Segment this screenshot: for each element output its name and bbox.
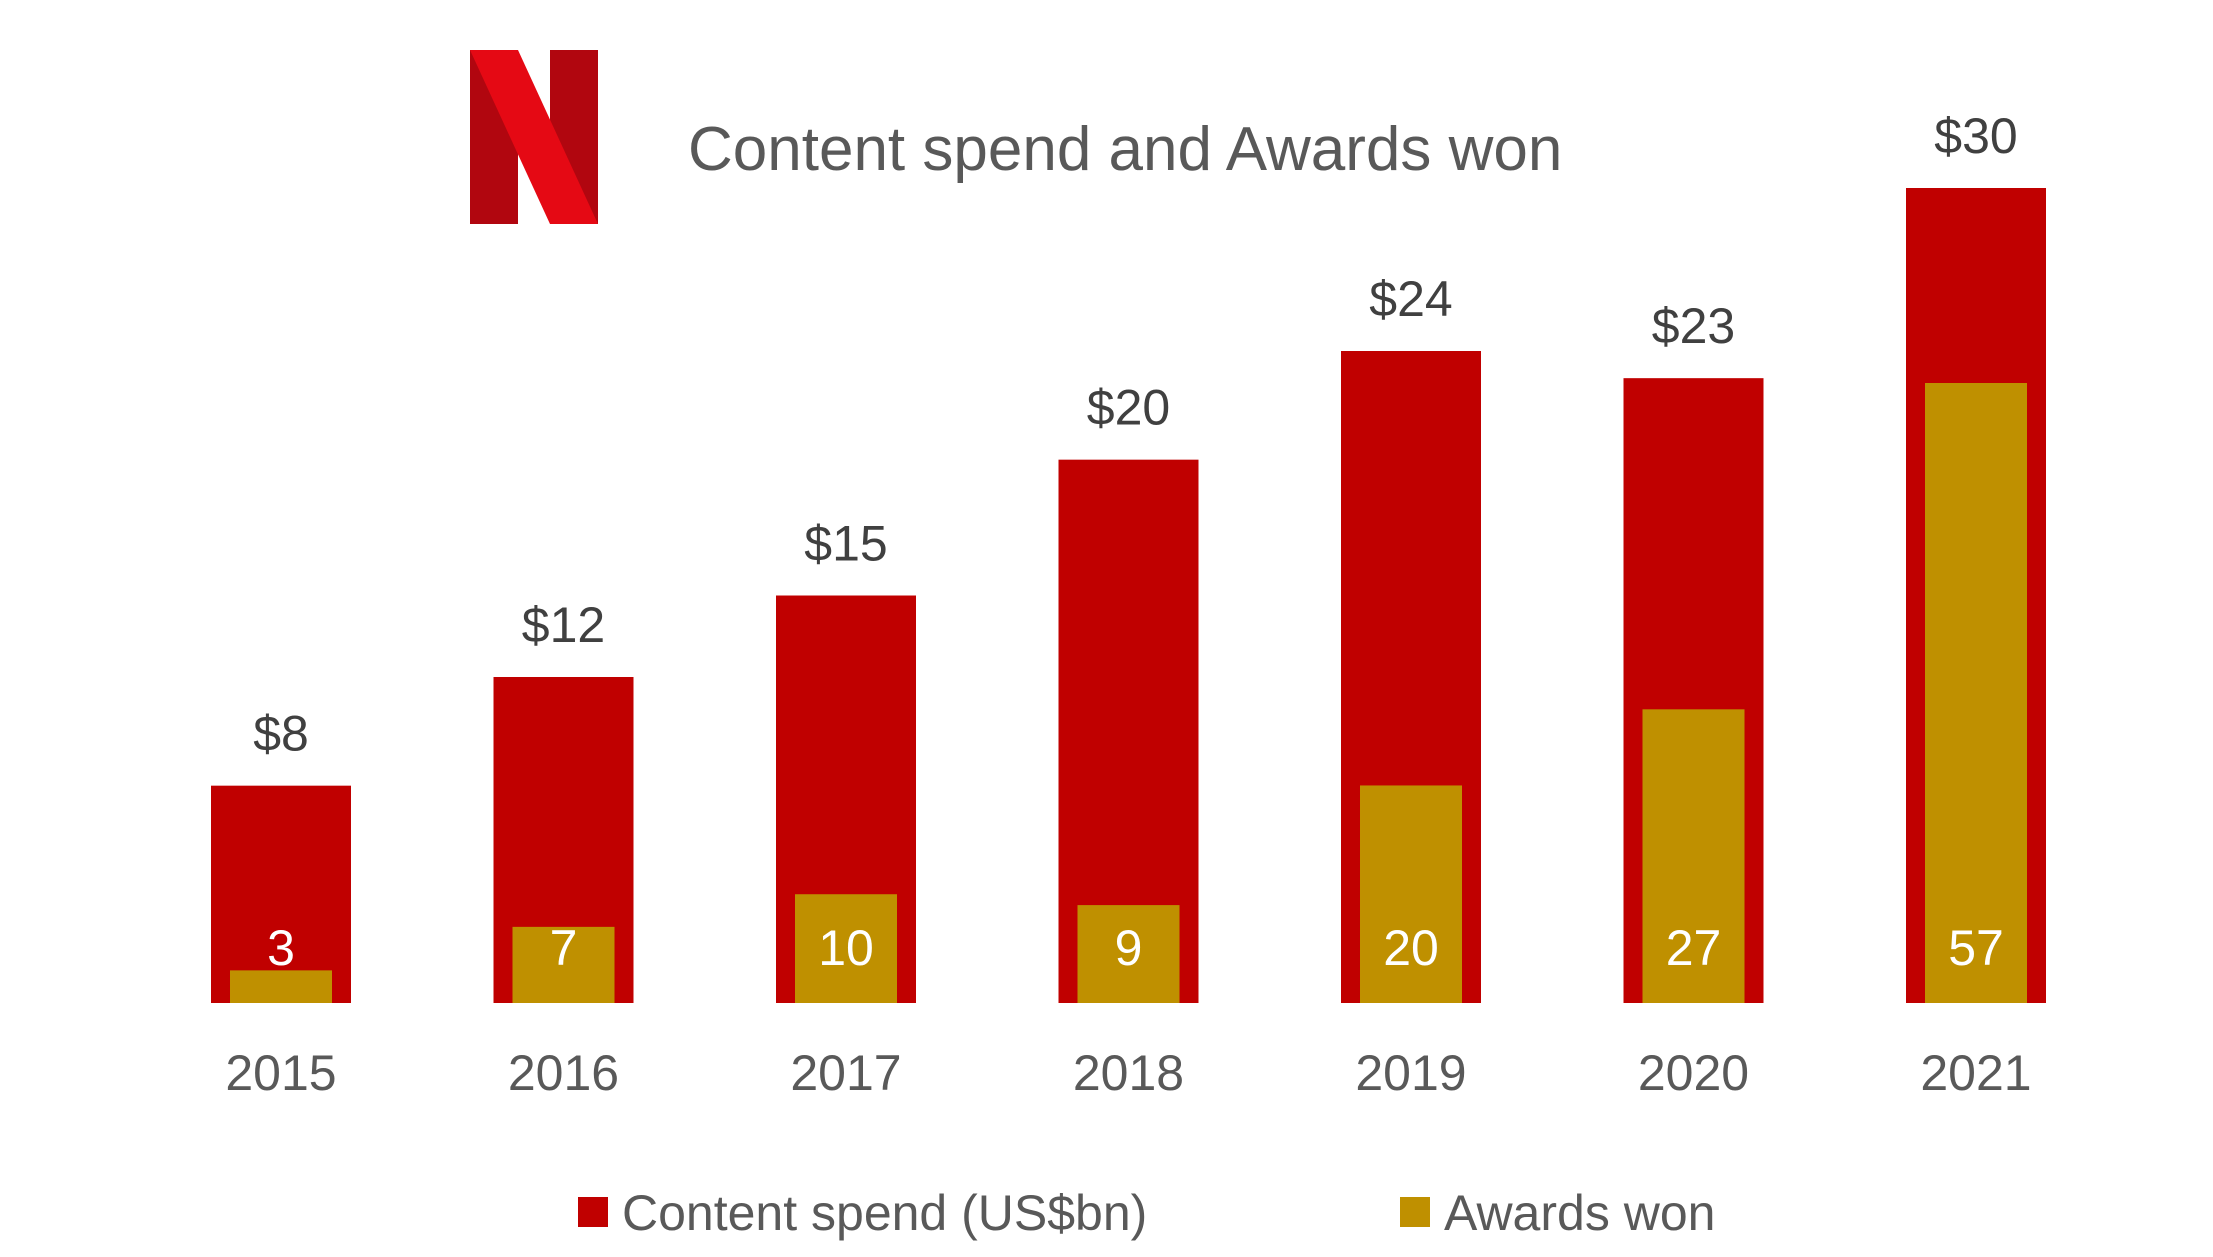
netflix-logo-icon	[470, 50, 598, 224]
x-tick-2018: 2018	[1073, 1045, 1184, 1101]
label-content-spend-2021: $30	[1934, 108, 2017, 164]
label-awards-won-2017: 10	[818, 920, 874, 976]
chart-title: Content spend and Awards won	[688, 115, 1562, 184]
label-content-spend-2015: $8	[253, 706, 309, 762]
bar-awards-won-2015	[230, 970, 332, 1003]
legend: Content spend (US$bn) Awards won	[578, 1185, 1715, 1241]
label-awards-won-2016: 7	[550, 920, 578, 976]
label-awards-won-2020: 27	[1666, 920, 1722, 976]
label-content-spend-2016: $12	[522, 597, 605, 653]
label-content-spend-2018: $20	[1087, 380, 1170, 436]
legend-label-content-spend: Content spend (US$bn)	[622, 1185, 1147, 1241]
x-tick-2015: 2015	[225, 1045, 336, 1101]
label-content-spend-2020: $23	[1652, 298, 1735, 354]
label-awards-won-2021: 57	[1948, 920, 2004, 976]
bar-awards-won-2019	[1360, 785, 1462, 1003]
x-tick-2019: 2019	[1355, 1045, 1466, 1101]
legend-swatch-awards-won	[1400, 1197, 1430, 1227]
labels-layer: $8 3 $12 7 $15 10 $20 9 $24 20 $23 27 $30 57	[253, 108, 2018, 976]
label-awards-won-2015: 3	[267, 920, 295, 976]
label-content-spend-2017: $15	[804, 516, 887, 572]
label-content-spend-2019: $24	[1369, 271, 1452, 327]
legend-label-awards-won: Awards won	[1444, 1185, 1715, 1241]
bar-awards-won-2017	[795, 894, 897, 1003]
bar-awards-won-2016	[512, 926, 615, 1003]
bars-layer	[211, 188, 2046, 1004]
x-axis-ticks: 2015 2016 2017 2018 2019 2020 2021	[225, 1045, 2031, 1101]
bar-awards-won-2018	[1077, 905, 1180, 1003]
label-awards-won-2019: 20	[1383, 920, 1439, 976]
x-tick-2016: 2016	[508, 1045, 619, 1101]
bar-awards-won-2021	[1925, 383, 2027, 1003]
bar-awards-won-2020	[1642, 709, 1745, 1003]
x-tick-2017: 2017	[790, 1045, 901, 1101]
label-awards-won-2018: 9	[1115, 920, 1143, 976]
x-tick-2020: 2020	[1638, 1045, 1749, 1101]
x-tick-2021: 2021	[1920, 1045, 2031, 1101]
legend-swatch-content-spend	[578, 1197, 608, 1227]
bar-content-spend-2015	[211, 785, 351, 1003]
